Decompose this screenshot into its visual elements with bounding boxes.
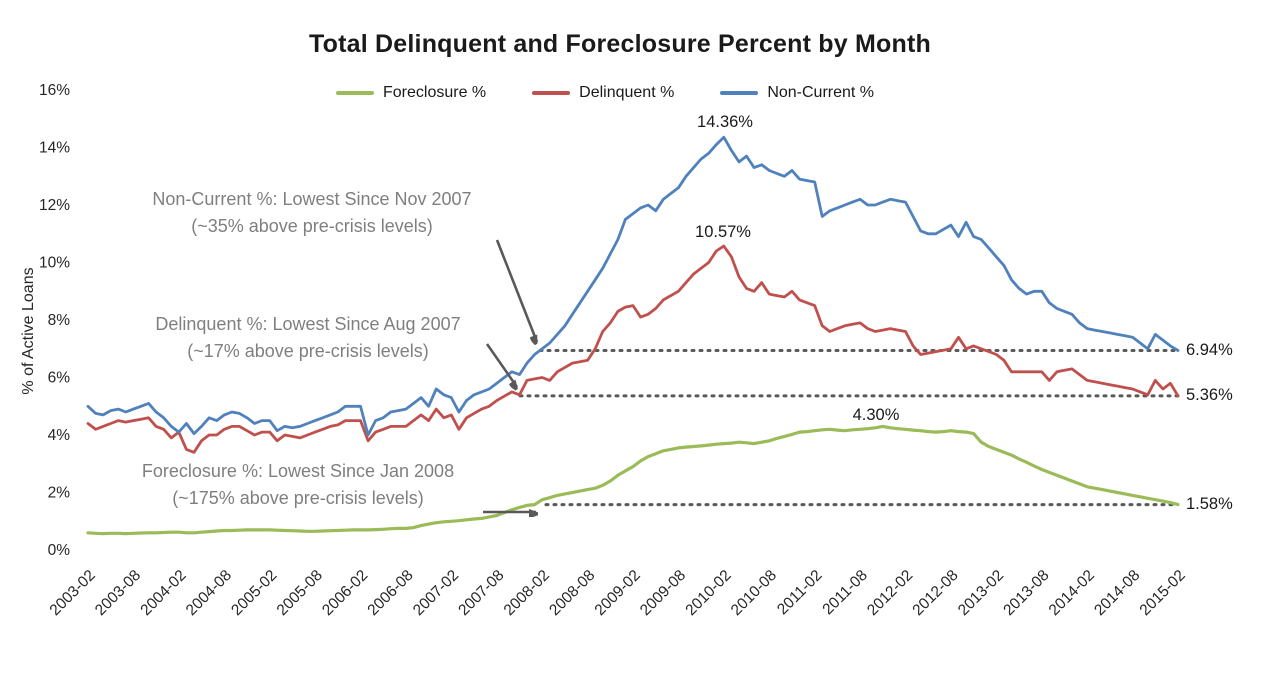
series-line-foreclosure- [86, 424, 1180, 536]
y-tick-label: 14% [39, 140, 70, 157]
x-tick-label: 2014-02 [1046, 567, 1098, 619]
x-tick-label: 2011-02 [774, 567, 825, 618]
x-tick-label: 2007-08 [455, 567, 507, 619]
x-tick-label: 2012-02 [864, 567, 916, 619]
peak-label-delinquent: 10.57% [695, 223, 751, 241]
y-tick-label: 2% [48, 485, 71, 502]
legend-item-non-current: Non-Current % [720, 84, 874, 102]
annotation-delinquent-line2: (~17% above pre-crisis levels) [187, 341, 429, 361]
x-tick-label: 2004-08 [183, 567, 235, 619]
annotation-delinquent-line1: Delinquent %: Lowest Since Aug 2007 [155, 314, 461, 334]
legend-label-delinquent: Delinquent % [579, 84, 675, 101]
annotation-foreclosure-line2: (~175% above pre-crisis levels) [172, 488, 424, 508]
x-tick-label: 2004-02 [137, 567, 189, 619]
legend-label-foreclosure: Foreclosure % [382, 84, 487, 101]
legend-item-delinquent: Delinquent % [532, 84, 674, 102]
end-label-non-current: 6.94% [1186, 341, 1233, 359]
x-tick-label: 2013-08 [1000, 567, 1052, 619]
x-tick-label: 2010-08 [728, 567, 780, 619]
y-tick-label: 6% [48, 370, 71, 387]
y-tick-label: 10% [39, 255, 70, 272]
end-label-delinquent: 5.36% [1186, 386, 1233, 404]
legend-item-foreclosure: Foreclosure % [335, 84, 487, 102]
peak-label-non-current: 14.36% [697, 113, 753, 131]
x-tick-label: 2006-08 [364, 567, 416, 619]
legend-label-non-current: Non-Current % [767, 84, 875, 101]
legend-line-swatch-delinquent [532, 91, 571, 95]
x-tick-label: 2008-08 [546, 567, 598, 619]
legend-line-swatch-foreclosure [335, 91, 374, 95]
peak-label-foreclosure: 4.30% [852, 406, 900, 424]
x-tick-label: 2006-02 [319, 567, 371, 619]
end-label-foreclosure: 1.58% [1186, 495, 1233, 513]
chart-title: Total Delinquent and Foreclosure Percent… [309, 30, 931, 58]
x-tick-label: 2012-08 [909, 567, 961, 619]
x-tick-label: 2013-02 [955, 567, 1007, 619]
y-tick-label: 16% [39, 82, 70, 99]
annotation-delinquent: Delinquent %: Lowest Since Aug 2007 (~17… [88, 311, 528, 365]
legend-line-swatch-non-current [720, 91, 759, 95]
arrow-non-current [495, 239, 539, 342]
legend: Foreclosure % Delinquent % Non-Current % [0, 84, 1210, 102]
y-tick-label: 12% [39, 197, 70, 214]
x-tick-label: 2008-02 [501, 567, 553, 619]
annotation-foreclosure: Foreclosure %: Lowest Since Jan 2008 (~1… [78, 458, 518, 512]
x-tick-label: 2003-02 [47, 567, 99, 619]
x-tick-label: 2009-08 [637, 567, 689, 619]
annotation-non-current-line1: Non-Current %: Lowest Since Nov 2007 [152, 189, 472, 209]
y-tick-label: 0% [48, 542, 71, 559]
annotation-foreclosure-line1: Foreclosure %: Lowest Since Jan 2008 [141, 461, 455, 481]
y-tick-label: 8% [48, 312, 71, 329]
x-tick-label: 2003-08 [92, 567, 144, 619]
y-tick-label: 4% [48, 427, 71, 444]
x-tick-label: 2014-08 [1091, 567, 1143, 619]
series-line-delinquent- [86, 244, 1180, 454]
annotation-non-current: Non-Current %: Lowest Since Nov 2007 (~3… [92, 186, 532, 240]
arrow-delinquent [485, 343, 517, 387]
x-tick-label: 2015-02 [1137, 567, 1189, 619]
series-line-non-current- [86, 135, 1180, 437]
x-tick-label: 2009-02 [592, 567, 644, 619]
x-tick-label: 2011-08 [819, 567, 870, 618]
x-tick-label: 2005-08 [274, 567, 326, 619]
annotation-non-current-line2: (~35% above pre-crisis levels) [191, 216, 433, 236]
x-tick-label: 2007-02 [410, 567, 462, 619]
x-tick-label: 2010-02 [682, 567, 734, 619]
x-tick-label: 2005-02 [228, 567, 280, 619]
